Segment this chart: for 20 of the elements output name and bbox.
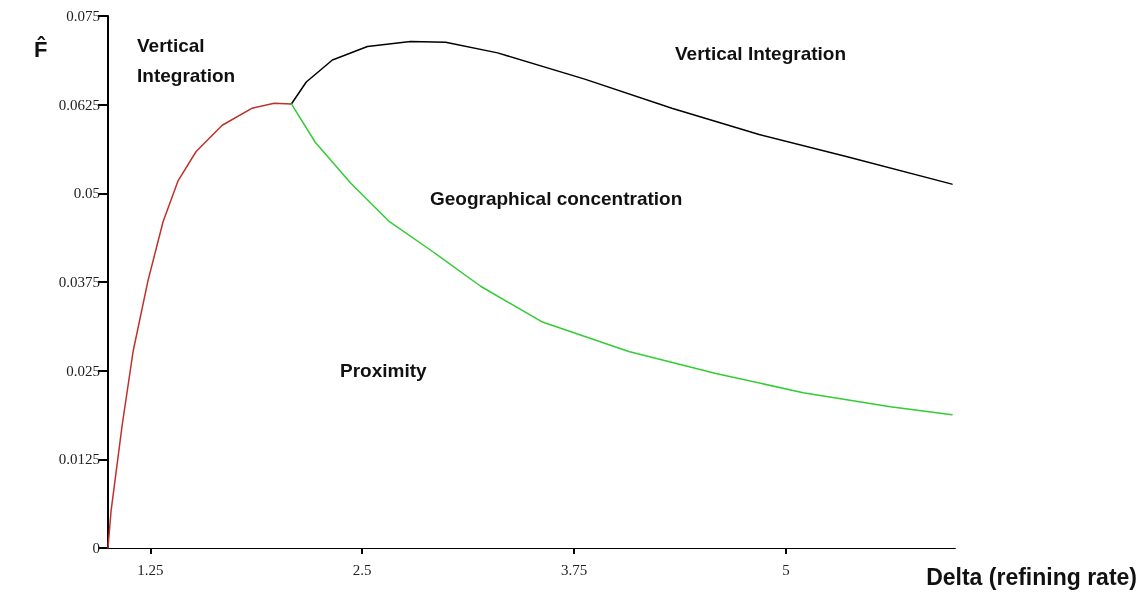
y-tick-label: 0.0625 (58, 96, 100, 113)
x-tick-label: 3.75 (560, 561, 588, 578)
annotation: Geographical concentration (430, 187, 683, 209)
y-tick-label: 0.075 (66, 8, 100, 24)
y-tick-label: 0 (92, 540, 100, 556)
annotation: Proximity (340, 359, 428, 381)
annotation: Vertical Integration (675, 42, 847, 64)
y-tick-label: 0.05 (73, 185, 100, 202)
y-tick-label: 0.0125 (58, 451, 100, 468)
annotation: Vertical Integration (137, 34, 236, 86)
y-tick-label: 0.0375 (58, 274, 100, 290)
line-series (107, 102, 293, 549)
x-tick-label: 5 (782, 561, 790, 578)
y-tick-label: 0.025 (66, 362, 100, 379)
line-series (290, 103, 953, 416)
line-series (290, 40, 953, 185)
x-tick-label: 2.5 (352, 561, 372, 578)
x-axis-title: Delta (refining rate) (926, 563, 1138, 590)
y-axis-title: F̂ (34, 35, 48, 62)
x-tick-label: 1.25 (137, 561, 164, 578)
